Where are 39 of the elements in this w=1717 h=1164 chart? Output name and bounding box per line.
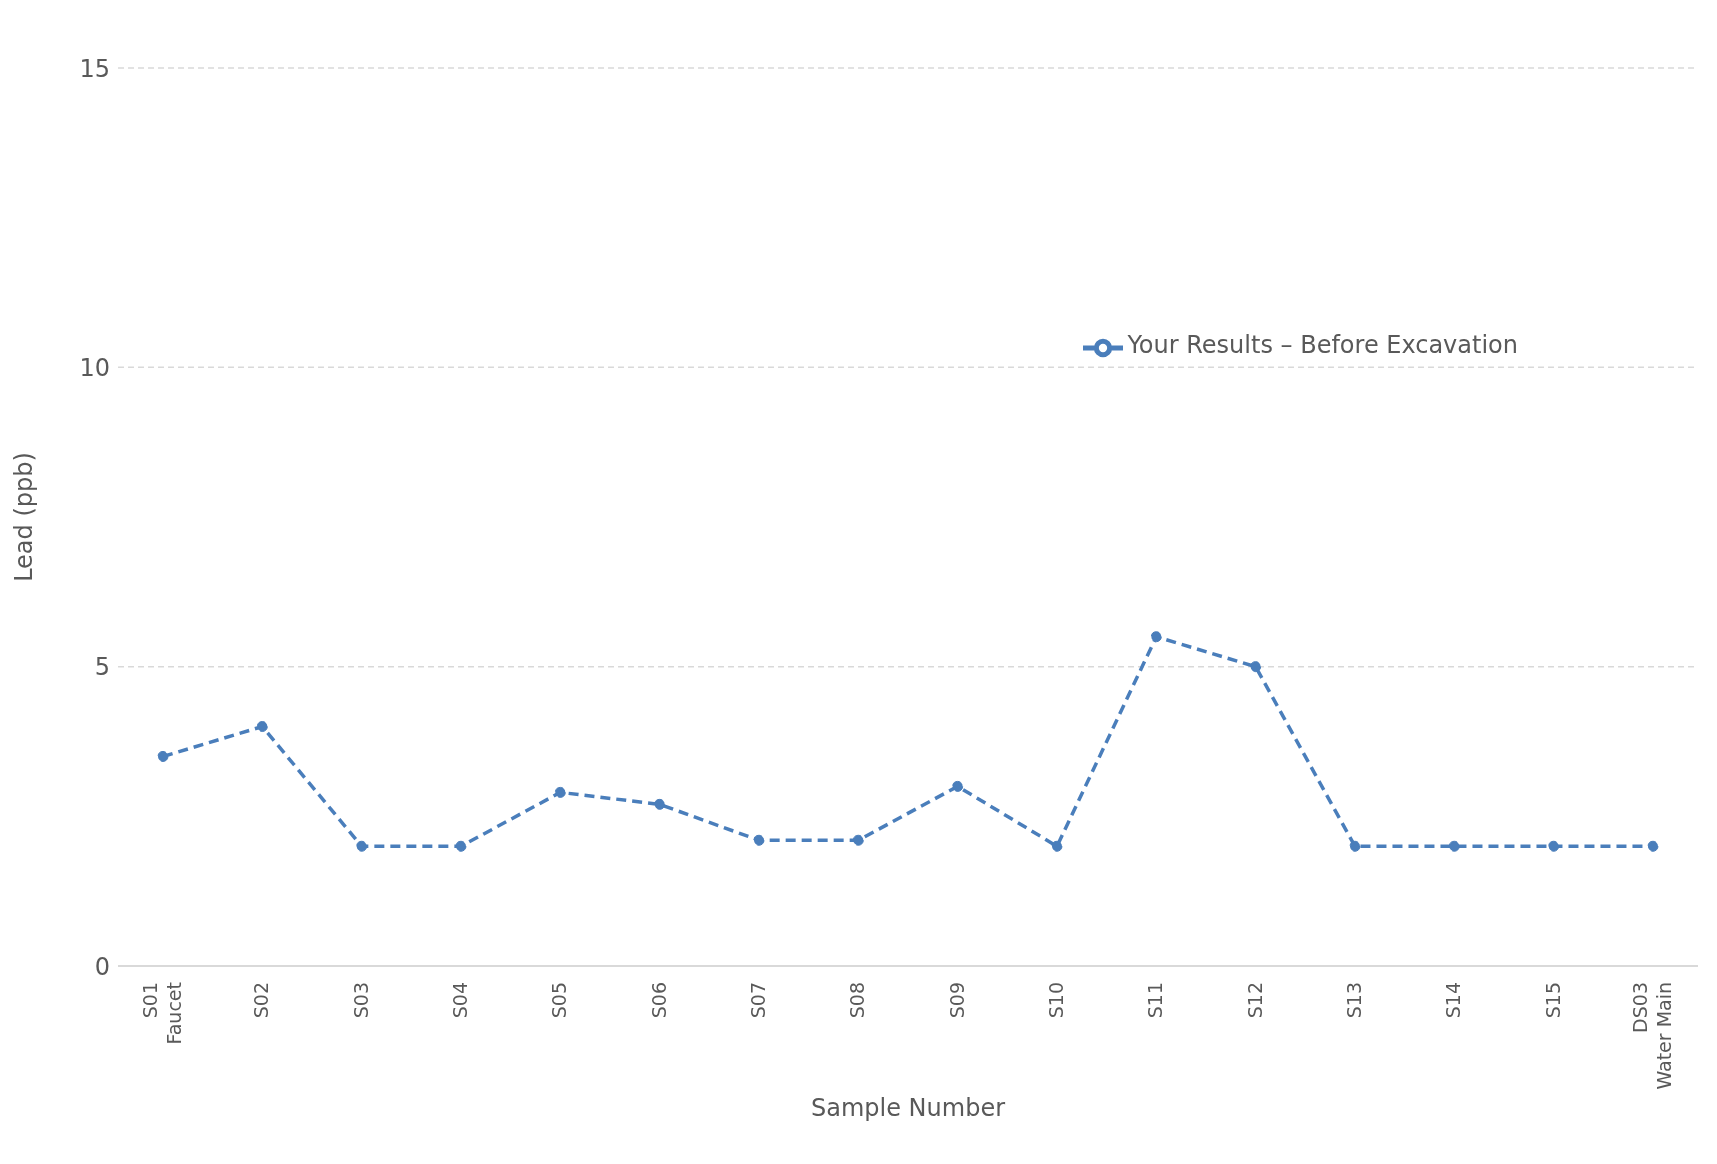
x-tick-label: S10 [1045, 982, 1067, 1019]
x-tick-label: S07 [747, 982, 769, 1019]
x-tick-label: S06 [647, 982, 670, 1019]
x-tick-label: S05 [548, 982, 571, 1019]
y-tick-label: 15 [79, 54, 110, 83]
x-tick-label: S02 [250, 982, 273, 1019]
x-tick-label: S09 [945, 982, 968, 1019]
x-tick-label: DS03 Water Main [1629, 982, 1675, 1090]
point [1647, 840, 1659, 852]
x-tick-label: S12 [1243, 982, 1266, 1019]
legend-label: Your Results – Before Excavation [1127, 330, 1518, 359]
y-axis-title: Lead (ppb) [9, 452, 38, 582]
point [455, 840, 467, 852]
point [256, 721, 268, 733]
x-axis-title: Sample Number [810, 1094, 1006, 1122]
point [852, 834, 864, 846]
point [654, 798, 666, 810]
y-tick-label: 10 [79, 353, 110, 382]
point [1250, 661, 1262, 673]
point [356, 840, 368, 852]
x-tick-label: S01 Faucet [139, 982, 185, 1045]
point [1448, 840, 1460, 852]
y-tick-label: 0 [94, 952, 110, 981]
point [554, 786, 566, 798]
point [1548, 840, 1560, 852]
x-tick-label: S11 [1144, 982, 1167, 1019]
point [1051, 840, 1063, 852]
x-tick-label: S04 [449, 982, 471, 1019]
x-tick-label: S13 [1343, 982, 1365, 1019]
x-tick-label: S08 [846, 982, 869, 1019]
x-tick-label: S15 [1541, 982, 1564, 1019]
point [753, 834, 765, 846]
point [1150, 631, 1162, 643]
point [952, 780, 964, 792]
x-tick-label: S14 [1442, 982, 1465, 1019]
point [157, 750, 169, 762]
point [1349, 840, 1361, 852]
x-tick-label: S03 [349, 982, 372, 1019]
y-tick-label: 5 [94, 653, 110, 682]
